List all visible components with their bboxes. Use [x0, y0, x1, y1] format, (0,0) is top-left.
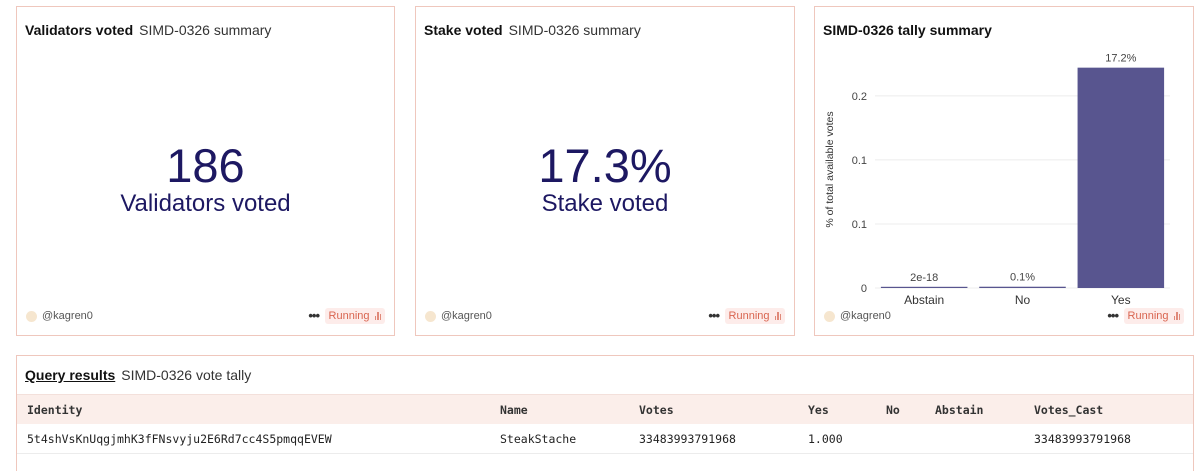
tally-chart-card: SIMD-0326 tally summary 0 0.1 0.1 0.2 % of t…: [814, 6, 1194, 336]
cell-votes-cast: 33483993791968: [1034, 432, 1131, 446]
counter-label: Validators voted: [120, 190, 291, 217]
avatar-icon: [824, 310, 835, 322]
card-title: SIMD-0326 tally summary: [823, 22, 992, 38]
query-results-panel: Query results SIMD-0326 vote tally Identi…: [16, 355, 1194, 471]
cell-identity: 5t4shVsKnUqgjmhK3fFNsvyju2E6Rd7cc4S5pmqq…: [27, 432, 332, 446]
card-subtitle: SIMD-0326 summary: [139, 22, 272, 38]
column-header-yes[interactable]: Yes: [808, 403, 829, 417]
cell-votes: 33483993791968: [639, 432, 736, 446]
cell-yes: 1.000: [808, 432, 843, 446]
bar: [880, 286, 968, 288]
table-header: Identity Name Votes Yes No Abstain Votes…: [17, 394, 1193, 424]
more-dots-icon[interactable]: •••: [708, 308, 720, 323]
results-table: Identity Name Votes Yes No Abstain Votes…: [17, 394, 1193, 454]
column-header-name[interactable]: Name: [500, 403, 528, 417]
author-name: @kagren0: [42, 310, 93, 322]
signal-bars-icon: [1173, 312, 1180, 320]
data-label: 17.2%: [1105, 53, 1136, 65]
card-title-main[interactable]: Stake voted: [424, 22, 503, 38]
table-row[interactable]: 5t4shVsKnUqgjmhK3fFNsvyju2E6Rd7cc4S5pmqq…: [17, 424, 1193, 454]
data-label: 0.1%: [1010, 272, 1035, 284]
x-tick-label: Yes: [1111, 293, 1131, 307]
more-dots-icon[interactable]: •••: [308, 308, 320, 323]
card-title-main[interactable]: Validators voted: [25, 22, 134, 38]
running-status-badge[interactable]: Running: [1123, 308, 1184, 324]
counter-value: 17.3%: [538, 139, 672, 192]
card-footer: @kagren0 ••• Running: [824, 308, 1184, 326]
counter-display: 17.3% Stake voted: [416, 142, 794, 218]
card-title-main[interactable]: SIMD-0326 tally summary: [823, 22, 992, 38]
card-title: Validators voted SIMD-0326 summary: [25, 22, 271, 38]
running-status-badge[interactable]: Running: [724, 308, 785, 324]
running-status-badge[interactable]: Running: [324, 308, 385, 324]
running-label: Running: [328, 310, 370, 322]
column-header-identity[interactable]: Identity: [27, 403, 83, 417]
card-footer: @kagren0 ••• Running: [425, 308, 785, 326]
more-dots-icon[interactable]: •••: [1107, 308, 1119, 323]
card-footer: @kagren0 ••• Running: [26, 308, 385, 326]
query-results-link[interactable]: Query results: [25, 367, 116, 383]
author-name: @kagren0: [840, 310, 891, 322]
card-subtitle: SIMD-0326 summary: [508, 22, 641, 38]
stake-voted-card: Stake voted SIMD-0326 summary 17.3% Stake…: [415, 6, 795, 336]
card-title: Stake voted SIMD-0326 summary: [424, 22, 641, 38]
author[interactable]: @kagren0: [425, 310, 492, 322]
signal-bars-icon: [374, 312, 381, 320]
y-tick-label: 0.2: [852, 91, 867, 103]
counter-value: 186: [166, 139, 245, 192]
x-tick-label: No: [1015, 293, 1031, 307]
bar: [979, 286, 1066, 288]
running-label: Running: [728, 310, 770, 322]
y-axis-label: % of total available votes: [824, 111, 836, 227]
signal-bars-icon: [774, 312, 781, 320]
cell-name: SteakStache: [500, 432, 577, 446]
y-tick-label: 0: [861, 283, 867, 295]
results-title: Query results SIMD-0326 vote tally: [25, 367, 251, 383]
y-tick-label: 0.1: [852, 219, 867, 231]
author[interactable]: @kagren0: [824, 310, 891, 322]
results-subtitle: SIMD-0326 vote tally: [121, 367, 252, 383]
validators-voted-card: Validators voted SIMD-0326 summary 186 Va…: [16, 6, 395, 336]
column-header-abstain[interactable]: Abstain: [935, 403, 984, 417]
counter-label: Stake voted: [541, 190, 669, 217]
avatar-icon: [425, 310, 436, 322]
y-tick-label: 0.1: [852, 155, 867, 167]
data-label: 2e-18: [910, 272, 938, 284]
author[interactable]: @kagren0: [26, 310, 93, 322]
x-tick-label: Abstain: [904, 293, 944, 307]
counter-display: 186 Validators voted: [17, 142, 394, 218]
avatar-icon: [26, 310, 37, 322]
running-label: Running: [1127, 310, 1169, 322]
bar-chart: 0 0.1 0.1 0.2 % of total available votes 2e-1…: [824, 53, 1170, 307]
bar: [1077, 67, 1165, 288]
author-name: @kagren0: [441, 310, 492, 322]
column-header-no[interactable]: No: [886, 403, 900, 417]
column-header-votes-cast[interactable]: Votes_Cast: [1034, 403, 1104, 417]
column-header-votes[interactable]: Votes: [639, 403, 674, 417]
